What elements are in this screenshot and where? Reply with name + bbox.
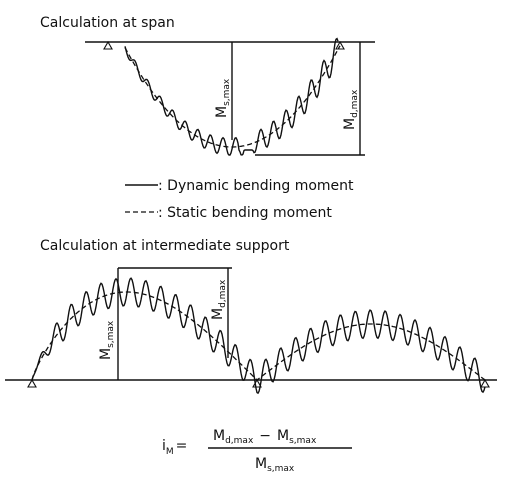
static-curve	[31, 291, 486, 381]
formula-lhs: iM =	[162, 438, 187, 457]
formula-numerator: Md,max − Ms,max	[213, 428, 317, 446]
bottom-title: Calculation at intermediate support	[40, 238, 290, 254]
formula-denominator: Ms,max	[255, 456, 295, 474]
dynamic-curve	[124, 37, 339, 156]
support	[335, 40, 345, 50]
support	[103, 40, 113, 50]
static-max-label: Ms,max	[214, 78, 232, 118]
support	[27, 378, 37, 388]
legend-dynamic: : Dynamic bending moment	[158, 178, 354, 194]
dynamic-curve	[31, 277, 486, 395]
legend-static: : Static bending moment	[158, 205, 332, 221]
static-max-label: Ms,max	[98, 320, 116, 360]
support	[480, 378, 490, 388]
dynamic-max-label: Md,max	[342, 89, 360, 130]
top-title: Calculation at span	[40, 15, 175, 31]
dynamic-max-label: Md,max	[210, 279, 228, 320]
